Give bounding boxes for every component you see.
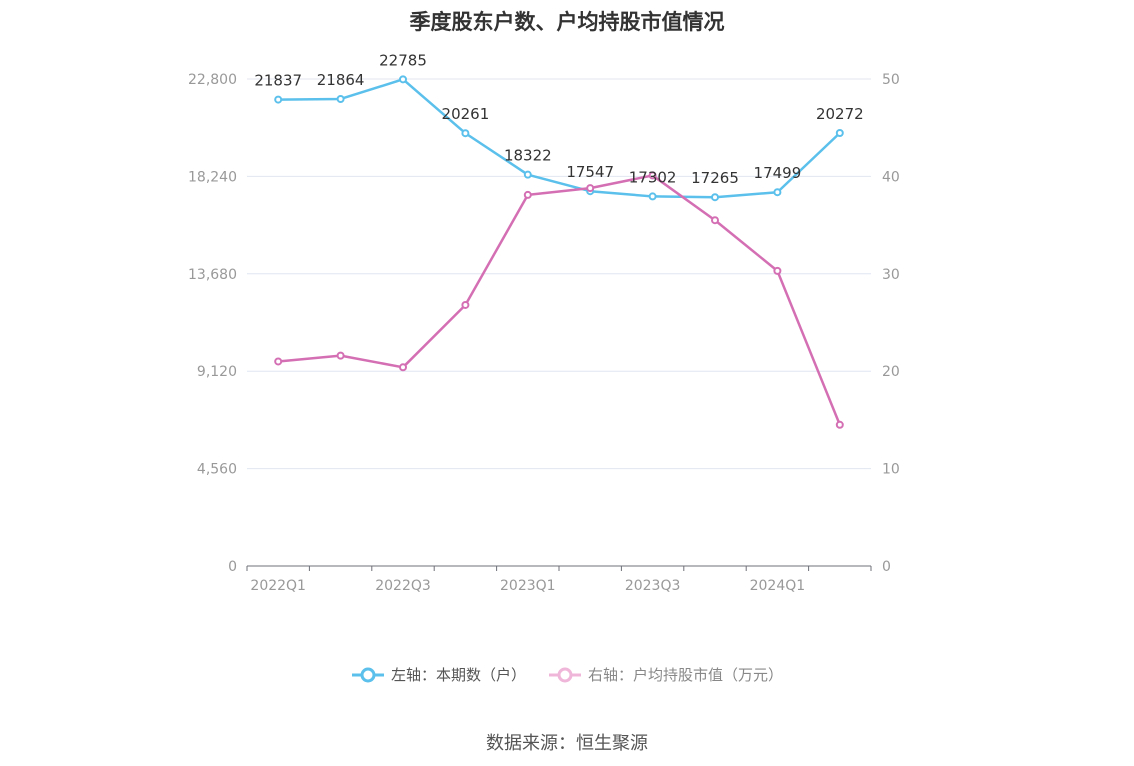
data-label: 17302 (629, 168, 677, 186)
chart-title: 季度股东户数、户均持股市值情况 (409, 10, 725, 34)
data-point[interactable] (523, 190, 532, 199)
data-point[interactable] (773, 266, 782, 275)
right-tick-label: 30 (882, 267, 900, 283)
data-point[interactable] (648, 192, 657, 201)
data-point[interactable] (399, 75, 407, 84)
x-tick-label: 2024Q1 (750, 578, 806, 594)
left-tick-label: 9,120 (197, 364, 237, 380)
data-point[interactable] (274, 95, 283, 104)
data-label: 17265 (691, 169, 739, 187)
x-axis: 2022Q1 2022Q3 2023Q1 2023Q3 2024Q1 (246, 565, 872, 594)
right-tick-label: 50 (882, 72, 900, 88)
left-tick-label: 18,240 (188, 169, 237, 185)
right-tick-label: 40 (882, 169, 900, 185)
data-point[interactable] (336, 351, 345, 360)
data-label: 17547 (566, 163, 614, 181)
data-point[interactable] (835, 420, 844, 429)
right-axis-ticks: 0 10 20 30 40 50 (882, 72, 900, 575)
x-tick-label: 2023Q3 (625, 578, 681, 594)
legend-line-circle-icon (351, 667, 384, 682)
data-label: 21864 (317, 71, 365, 89)
x-tick-label: 2022Q3 (375, 578, 431, 594)
left-tick-label: 13,680 (188, 267, 237, 283)
x-tick-label: 2022Q1 (250, 578, 306, 594)
legend-item-left-series[interactable]: 左轴：本期数（户） (351, 664, 526, 685)
data-label: 22785 (379, 51, 427, 69)
data-point[interactable] (336, 94, 345, 103)
right-tick-label: 10 (882, 462, 900, 478)
legend-label-right: 右轴：户均持股市值（万元） (588, 666, 784, 684)
x-tick-label: 2023Q1 (500, 578, 556, 594)
right-tick-label: 20 (882, 364, 900, 380)
data-label: 20272 (816, 105, 864, 123)
grid-lines (247, 78, 871, 470)
data-point[interactable] (586, 184, 595, 193)
data-point[interactable] (399, 363, 407, 372)
left-tick-label: 0 (228, 559, 237, 575)
series-layer (274, 75, 844, 429)
data-point[interactable] (648, 171, 657, 180)
data-labels: 21837 21864 22785 20261 18322 17547 17302 17265… (254, 51, 863, 187)
legend-line-circle-icon (549, 667, 581, 682)
data-point[interactable] (711, 193, 719, 202)
data-label: 21837 (254, 72, 302, 90)
data-point[interactable] (523, 170, 532, 179)
data-point[interactable] (835, 128, 844, 137)
left-tick-label: 22,800 (188, 72, 237, 88)
legend-label-left: 左轴：本期数（户） (390, 666, 526, 684)
left-tick-label: 4,560 (197, 462, 237, 478)
left-axis-ticks: 0 4,560 9,120 13,680 18,240 22,800 (188, 72, 237, 575)
legend-item-right-series[interactable]: 右轴：户均持股市值（万元） (548, 664, 783, 685)
data-point[interactable] (773, 188, 782, 197)
data-label: 18322 (504, 147, 552, 165)
data-source: 数据来源：恒生聚源 (486, 733, 648, 754)
data-point[interactable] (461, 129, 470, 138)
series-line-1 (278, 174, 841, 426)
right-tick-label: 0 (882, 559, 891, 575)
series-line-0 (278, 78, 841, 199)
legend: 左轴：本期数（户） 右轴：户均持股市值（万元） (0, 664, 1134, 685)
data-point[interactable] (461, 300, 470, 309)
data-label: 17499 (754, 164, 802, 182)
data-point[interactable] (274, 357, 283, 366)
data-point[interactable] (711, 216, 719, 225)
data-label: 20261 (442, 105, 490, 123)
